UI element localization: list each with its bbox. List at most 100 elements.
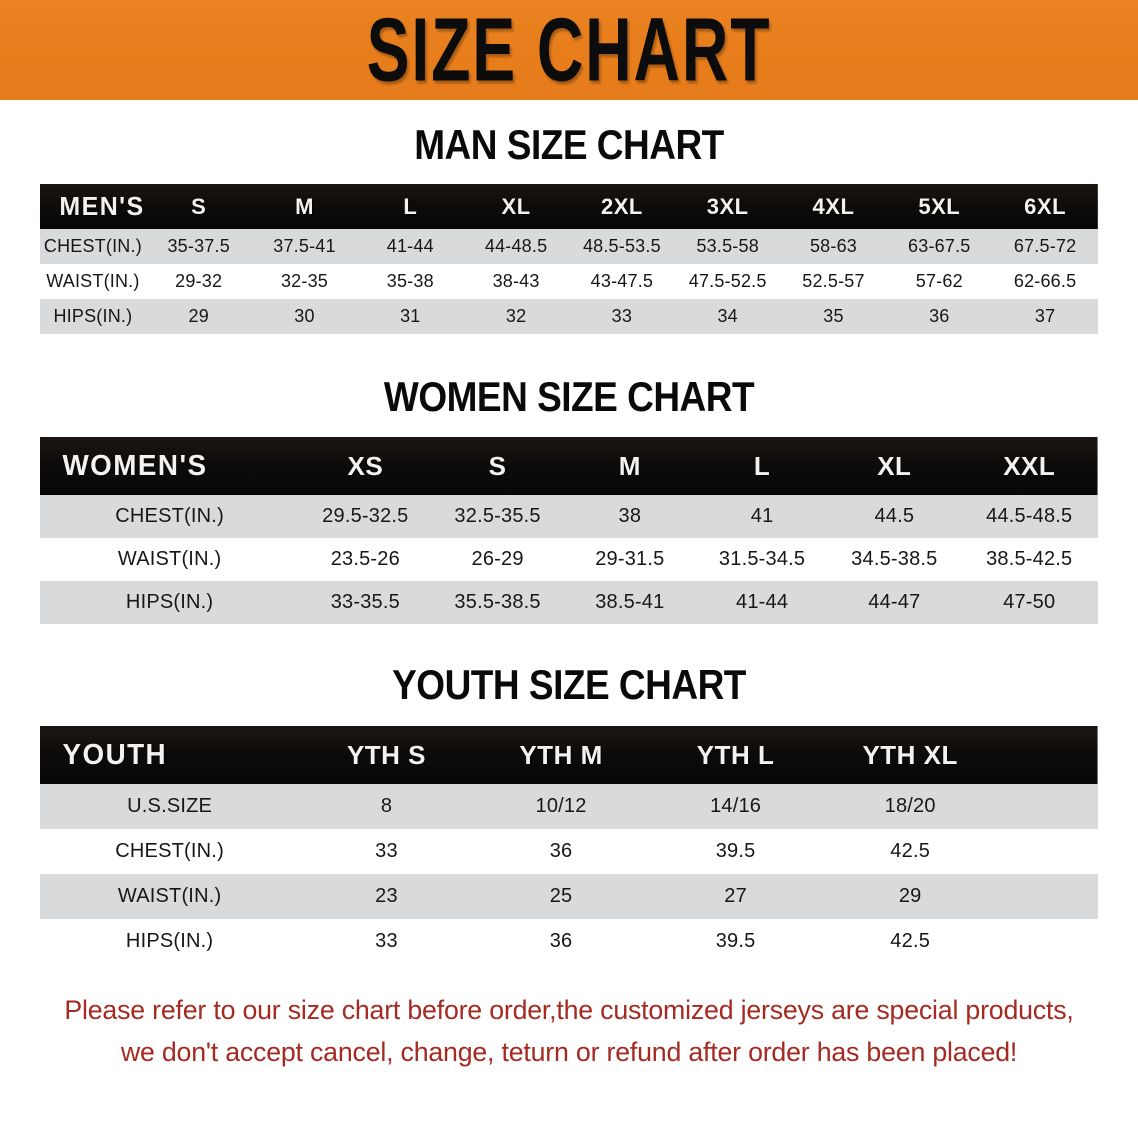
disclaimer-line-2: we don't accept cancel, change, teturn o… [120, 1036, 1018, 1067]
women-size-col-5: XXL [1003, 450, 1056, 481]
women-row-2-cell-1: 35.5-38.5 [431, 581, 564, 624]
man-size-table: MEN'S S M L XL 2XL 3XL 4XL 5XL 6XL CHEST… [40, 184, 1098, 334]
women-row-1-cell-4: 34.5-38.5 [828, 538, 961, 581]
man-row-0-cell-5: 53.5-58 [674, 229, 781, 264]
man-row-1-cell-7: 57-62 [886, 264, 993, 299]
youth-header-spacer [997, 726, 1098, 784]
man-row-1-cell-1: 32-35 [251, 264, 358, 299]
youth-row-3-cell-2: 39.5 [648, 919, 823, 964]
women-table-head: WOMEN'S XS S M L XL XXL [40, 437, 1098, 495]
women-header-label: WOMEN'S [62, 449, 208, 482]
table-row: U.S.SIZE 8 10/12 14/16 18/20 [40, 784, 1098, 829]
women-row-1-cell-5: 38.5-42.5 [960, 538, 1098, 581]
man-header-row: MEN'S S M L XL 2XL 3XL 4XL 5XL 6XL [40, 184, 1098, 229]
man-row-2-cell-0: 29 [145, 299, 252, 334]
man-size-col-8: 6XL [1024, 193, 1067, 219]
table-row: HIPS(IN.) 33-35.5 35.5-38.5 38.5-41 41-4… [40, 581, 1098, 624]
youth-row-0-cell-1: 10/12 [473, 784, 649, 829]
women-section-title: WOMEN SIZE CHART [383, 374, 755, 420]
women-row-0-cell-1: 32.5-35.5 [431, 495, 564, 538]
youth-size-table-wrapper: YOUTH YTH S YTH M YTH L YTH XL U.S.SIZE … [40, 726, 1098, 964]
man-size-col-2: L [403, 193, 418, 219]
women-row-2-label: HIPS(IN.) [40, 581, 300, 624]
women-size-table-wrapper: WOMEN'S XS S M L XL XXL CHEST(IN.) 29.5-… [40, 437, 1098, 624]
youth-row-1-label: CHEST(IN.) [40, 829, 300, 874]
women-size-col-0: XS [347, 450, 384, 481]
youth-size-col-3: YTH XL [862, 739, 958, 770]
man-row-0-cell-1: 37.5-41 [251, 229, 358, 264]
disclaimer-text: Please refer to our size chart before or… [39, 990, 1098, 1074]
man-row-1-cell-3: 38-43 [463, 264, 569, 299]
youth-row-1-cell-3: 42.5 [822, 829, 998, 874]
man-row-2-cell-5: 34 [674, 299, 781, 334]
table-row: HIPS(IN.) 33 36 39.5 42.5 [40, 919, 1098, 964]
women-table-body: CHEST(IN.) 29.5-32.5 32.5-35.5 38 41 44.… [40, 495, 1098, 624]
women-row-1-label: WAIST(IN.) [40, 538, 300, 581]
women-row-0-cell-5: 44.5-48.5 [960, 495, 1098, 538]
youth-row-3-spacer [997, 919, 1098, 964]
table-row: CHEST(IN.) 29.5-32.5 32.5-35.5 38 41 44.… [40, 495, 1098, 538]
youth-row-2-cell-2: 27 [648, 874, 823, 919]
table-row: WAIST(IN.) 23 25 27 29 [40, 874, 1098, 919]
women-row-1-cell-0: 23.5-26 [299, 538, 432, 581]
man-size-col-3: XL [501, 193, 531, 219]
man-row-2-cell-4: 33 [568, 299, 675, 334]
man-row-0-cell-4: 48.5-53.5 [568, 229, 675, 264]
man-row-0-cell-8: 67.5-72 [992, 229, 1098, 264]
man-size-col-0: S [191, 193, 207, 219]
women-row-1-cell-1: 26-29 [431, 538, 564, 581]
page-banner: SIZE CHART [0, 0, 1138, 100]
women-size-col-1: S [488, 450, 507, 481]
man-section-title: MAN SIZE CHART [414, 122, 724, 168]
women-row-1-cell-2: 29-31.5 [563, 538, 696, 581]
youth-row-3-cell-0: 33 [299, 919, 474, 964]
women-row-2-cell-4: 44-47 [828, 581, 961, 624]
man-table-body: CHEST(IN.) 35-37.5 37.5-41 41-44 44-48.5… [40, 229, 1098, 334]
youth-row-0-cell-0: 8 [299, 784, 474, 829]
youth-row-1-spacer [997, 829, 1098, 874]
women-header-row: WOMEN'S XS S M L XL XXL [40, 437, 1098, 495]
youth-table-body: U.S.SIZE 8 10/12 14/16 18/20 CHEST(IN.) … [40, 784, 1098, 964]
youth-header-label: YOUTH [62, 738, 168, 771]
man-row-1-cell-2: 35-38 [357, 264, 464, 299]
women-row-2-cell-0: 33-35.5 [299, 581, 432, 624]
table-row: CHEST(IN.) 35-37.5 37.5-41 41-44 44-48.5… [40, 229, 1098, 264]
women-row-0-cell-4: 44.5 [828, 495, 961, 538]
youth-size-table: YOUTH YTH S YTH M YTH L YTH XL U.S.SIZE … [40, 726, 1098, 964]
women-row-0-cell-2: 38 [563, 495, 696, 538]
man-size-col-1: M [295, 193, 314, 219]
youth-row-0-spacer [997, 784, 1098, 829]
man-table-head: MEN'S S M L XL 2XL 3XL 4XL 5XL 6XL [40, 184, 1098, 229]
man-row-0-cell-7: 63-67.5 [886, 229, 993, 264]
disclaimer-line-1: Please refer to our size chart before or… [64, 995, 1074, 1025]
youth-size-col-2: YTH L [696, 739, 775, 770]
man-size-col-4: 2XL [600, 193, 643, 219]
table-row: CHEST(IN.) 33 36 39.5 42.5 [40, 829, 1098, 874]
man-row-1-cell-5: 47.5-52.5 [674, 264, 781, 299]
man-row-1-cell-8: 62-66.5 [992, 264, 1098, 299]
man-row-0-cell-3: 44-48.5 [463, 229, 569, 264]
women-row-0-cell-0: 29.5-32.5 [299, 495, 432, 538]
man-row-2-cell-3: 32 [463, 299, 569, 334]
youth-row-2-cell-1: 25 [473, 874, 649, 919]
youth-row-2-label: WAIST(IN.) [40, 874, 300, 919]
man-row-0-cell-0: 35-37.5 [145, 229, 252, 264]
man-row-2-cell-6: 35 [780, 299, 887, 334]
women-row-2-cell-5: 47-50 [960, 581, 1098, 624]
youth-size-col-0: YTH S [346, 739, 427, 770]
man-size-col-5: 3XL [706, 193, 749, 219]
man-row-0-cell-6: 58-63 [780, 229, 887, 264]
man-size-col-6: 4XL [812, 193, 855, 219]
women-row-2-cell-3: 41-44 [695, 581, 829, 624]
man-row-2-cell-2: 31 [357, 299, 464, 334]
youth-table-head: YOUTH YTH S YTH M YTH L YTH XL [40, 726, 1098, 784]
youth-row-1-cell-2: 39.5 [648, 829, 823, 874]
youth-row-1-cell-1: 36 [473, 829, 649, 874]
youth-row-2-cell-3: 29 [822, 874, 998, 919]
youth-row-3-cell-3: 42.5 [822, 919, 998, 964]
youth-row-0-label: U.S.SIZE [40, 784, 300, 829]
man-row-2-label: HIPS(IN.) [40, 299, 146, 334]
women-row-1-cell-3: 31.5-34.5 [695, 538, 829, 581]
table-row: WAIST(IN.) 29-32 32-35 35-38 38-43 43-47… [40, 264, 1098, 299]
man-row-1-cell-6: 52.5-57 [780, 264, 887, 299]
